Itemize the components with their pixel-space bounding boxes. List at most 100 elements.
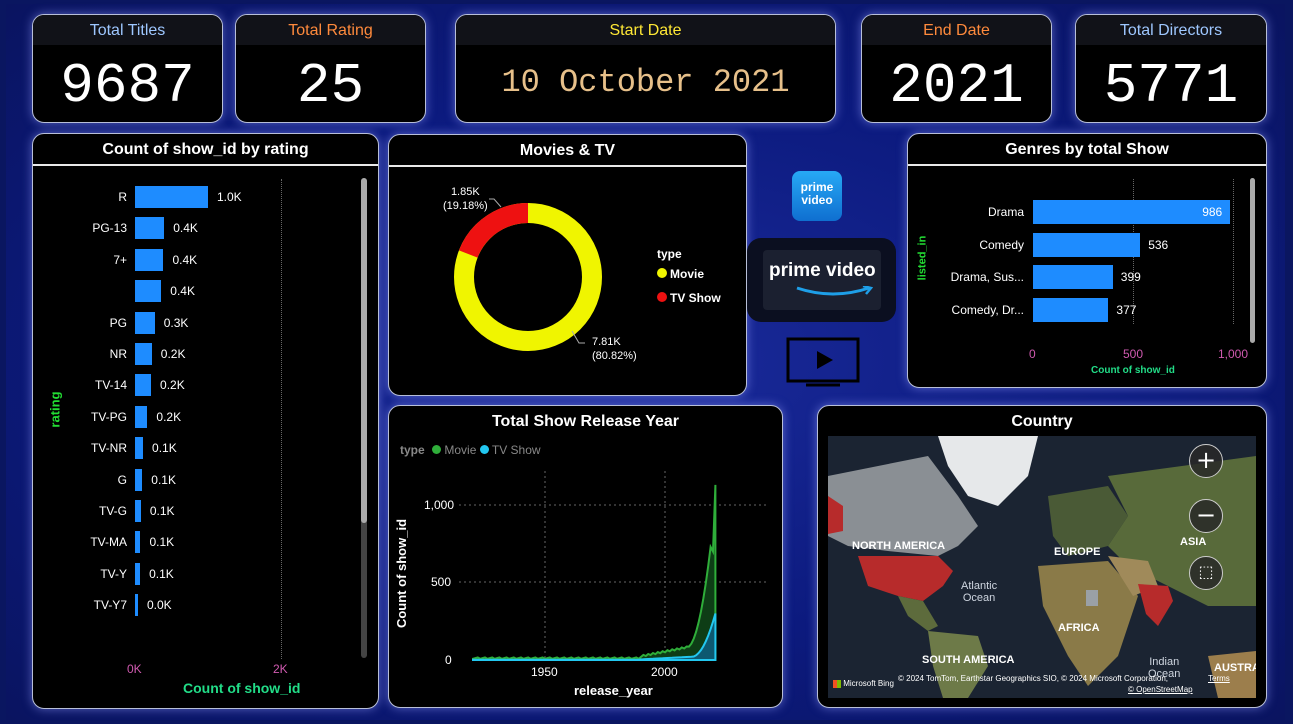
bar-value-label: 0.4K [173,221,198,236]
scrollbar[interactable] [361,178,367,658]
bar[interactable] [135,437,144,460]
central-america-shape [898,596,938,631]
world-map [828,436,1256,698]
bar[interactable] [135,186,208,208]
kpi-total-rating: Total Rating 25 [235,14,426,123]
movies-tv-donut[interactable]: Movies & TV 1.85K (19.18%) 7.81K (80.82%… [388,134,747,396]
legend-item-tv-show[interactable]: TV Show [657,291,721,305]
y-axis-label: Count of show_id [394,518,410,629]
kpi-value: 2021 [889,54,1024,118]
bar[interactable] [1033,297,1109,322]
tv-show-area[interactable] [472,613,717,661]
donut-percent: (80.82%) [592,350,637,362]
south-america-shape [928,631,988,698]
bar-value-label: 0.2K [160,347,186,361]
logo-panel: prime video [763,250,881,310]
select-region-button[interactable]: ⬚ [1189,556,1223,590]
release-year-chart[interactable]: Total Show Release Year type Movie TV Sh… [388,405,783,708]
bar-category-label: TV-G [98,504,127,518]
bar[interactable] [1033,232,1141,257]
bar-value-label: 377 [1116,302,1137,317]
leader-line [571,330,585,344]
legend-label: Movie [670,267,705,281]
map-attribution: © 2024 TomTom, Earthstar Geographics SIO… [898,674,1168,683]
bar-category-label: Drama, Sus... [950,270,1024,284]
usa-region[interactable] [858,556,953,601]
x-tick: 1950 [531,665,558,679]
rating-chart[interactable]: Count of show_id by rating rating R 1.0K P… [32,133,379,709]
bar-category-label: NR [109,347,127,361]
bar[interactable] [135,374,152,397]
donut-slice-tv-show[interactable] [458,203,529,258]
kpi-value: 9687 [60,54,195,118]
bar[interactable] [135,500,141,522]
kpi-title: Total Titles [33,15,222,45]
legend-label[interactable]: TV Show [491,443,541,457]
terms-link[interactable]: Terms [1208,674,1230,683]
legend-item-movie[interactable]: Movie [657,267,721,281]
kpi-title: Total Directors [1076,15,1266,45]
map-view[interactable]: NORTH AMERICA EUROPE ASIA Atlantic Ocean… [828,436,1256,698]
chart-title: Genres by total Show [908,134,1266,166]
osm-link[interactable]: © OpenStreetMap [1128,685,1193,694]
australia-shape [1208,651,1256,698]
bar[interactable] [1033,200,1231,224]
bar[interactable] [135,280,162,303]
kpi-value: 10 October 2021 [501,64,790,101]
india-region[interactable] [1138,584,1173,626]
map-label-asia: ASIA [1180,536,1207,548]
bar-category-label: TV-NR [91,441,127,456]
kpi-end-date: End Date 2021 [861,14,1052,123]
bar-value-label: 0.4K [172,252,198,267]
bar[interactable] [135,562,141,585]
donut-value: 1.85K [450,186,480,198]
legend: type Movie TV Show [400,443,541,457]
zoom-out-button[interactable]: − [1189,499,1223,533]
scrollbar-thumb[interactable] [361,178,367,523]
bar-value-label: 986 [1202,205,1223,219]
bar[interactable] [135,594,138,617]
bar[interactable] [135,468,143,491]
scrollbar[interactable] [1250,178,1255,343]
bar-category-label: R [118,190,127,204]
uk-region[interactable] [1086,590,1098,606]
bar-value-label: 0.1K [149,535,175,550]
bar-category-label: Comedy [979,237,1024,252]
x-tick: 0 [1029,347,1036,361]
donut-percent: (19.18%) [443,200,488,212]
bar[interactable] [135,343,152,365]
bar-category-label: 7+ [113,252,127,267]
genres-chart[interactable]: Genres by total Show listed_in Drama 986 C… [907,133,1267,388]
legend-dot [657,292,667,302]
kpi-title: End Date [862,15,1051,45]
alaska-region[interactable] [828,496,843,534]
bar[interactable] [135,217,165,240]
bar-value-label: 0.3K [163,315,189,330]
kpi-start-date: Start Date 10 October 2021 [455,14,836,123]
logo-text: prime video [769,260,876,281]
legend-title: type [400,443,425,457]
greenland-shape [938,436,1038,506]
chart-title: Count of show_id by rating [33,134,378,166]
zoom-in-button[interactable]: + [1189,444,1223,478]
kpi-value: 25 [296,54,365,118]
logo-text: prime [800,180,834,194]
bar-value-label: 0.1K [149,504,175,518]
bar[interactable] [1033,265,1113,289]
bar-value-label: 536 [1148,237,1169,252]
rating-plot-area: R 1.0K PG-13 0.4K 7+ 0.4K 0.4K PG 0.3K NR 0.2K TV-1… [33,174,363,694]
bar-category-label: TV-MA [90,535,127,550]
bar[interactable] [135,405,148,428]
bar-category-label: PG-13 [92,221,127,236]
bar[interactable] [135,311,155,334]
donut-label-movie: 7.81K (80.82%) [592,335,637,363]
africa-shape [1038,561,1138,686]
legend: type Movie TV Show [657,247,721,305]
movie-area[interactable] [472,484,717,661]
map-label-europe: EUROPE [1054,546,1101,558]
bar[interactable] [135,248,164,271]
country-map-card[interactable]: Country [817,405,1267,708]
kpi-total-directors: Total Directors 5771 [1075,14,1267,123]
legend-label[interactable]: Movie [444,443,477,457]
bar[interactable] [135,531,141,554]
